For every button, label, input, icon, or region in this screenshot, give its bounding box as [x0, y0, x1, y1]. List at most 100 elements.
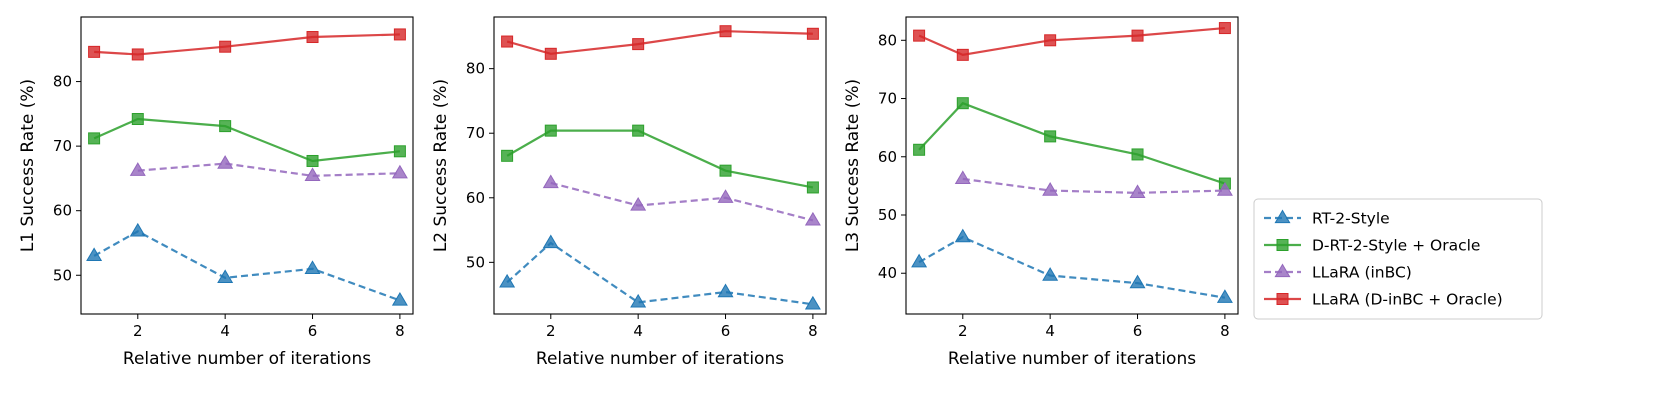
series-d-rt-2-style-oracle [88, 113, 406, 167]
legend-label: RT-2-Style [1312, 210, 1390, 228]
legend-label: LLaRA (inBC) [1312, 264, 1412, 282]
series-line-rt-2-style [918, 235, 1226, 299]
data-point-rt-2-style [954, 228, 971, 243]
data-point-llara-d-inbc-oracle [131, 48, 144, 61]
series-line-d-rt-2-style-oracle [93, 117, 401, 163]
data-point-d-rt-2-style-oracle [544, 124, 557, 137]
data-point-llara-inbc [217, 155, 234, 169]
x-tick-label: 4 [1045, 322, 1055, 340]
data-point-rt-2-style [1129, 274, 1146, 289]
y-axis-label: L3 Success Rate (%) [843, 79, 863, 252]
data-point-rt-2-style [542, 234, 559, 249]
x-axis-label: Relative number of iterations [948, 349, 1196, 369]
y-axis-label: L1 Success Rate (%) [18, 79, 38, 252]
y-tick-label: 60 [53, 202, 72, 220]
data-point-llara-inbc [1129, 184, 1146, 199]
x-axis-label: Relative number of iterations [123, 349, 371, 369]
data-point-llara-d-inbc-oracle [219, 40, 232, 53]
data-point-rt-2-style [630, 293, 647, 308]
series-llara-inbc [954, 170, 1233, 199]
y-tick-label: 80 [878, 31, 897, 49]
data-point-rt-2-style [129, 222, 146, 237]
data-point-llara-d-inbc-oracle [956, 48, 969, 61]
series-llara-d-inbc-oracle [88, 28, 406, 61]
data-point-rt-2-style [1216, 289, 1233, 303]
legend-entry-d-rt-2-style-oracle: D-RT-2-Style + Oracle [1264, 237, 1480, 255]
data-point-rt-2-style [911, 253, 928, 268]
data-point-d-rt-2-style-oracle [131, 113, 144, 126]
series-line-rt-2-style [93, 230, 401, 302]
series-line-rt-2-style [506, 241, 814, 306]
y-tick-label: 70 [878, 90, 897, 108]
data-point-d-rt-2-style-oracle [501, 149, 514, 162]
data-point-rt-2-style [86, 247, 103, 262]
series-line-d-rt-2-style-oracle [918, 101, 1226, 185]
y-tick-label: 50 [878, 206, 897, 224]
data-point-llara-d-inbc-oracle [393, 28, 406, 41]
series-llara-d-inbc-oracle [501, 25, 819, 60]
data-point-llara-inbc [391, 164, 408, 179]
data-point-d-rt-2-style-oracle [913, 143, 926, 156]
data-point-llara-inbc [954, 170, 971, 185]
plot-area-frame [493, 16, 827, 315]
y-tick-label: 60 [878, 148, 897, 166]
x-tick-label: 4 [633, 322, 643, 340]
x-tick-label: 8 [395, 322, 405, 340]
data-point-llara-d-inbc-oracle [806, 27, 819, 40]
data-point-rt-2-style [499, 273, 516, 288]
x-tick-label: 4 [220, 322, 230, 340]
data-point-llara-inbc [304, 167, 321, 181]
data-point-d-rt-2-style-oracle [632, 124, 645, 137]
x-tick-label: 6 [1133, 322, 1143, 340]
series-d-rt-2-style-oracle [501, 124, 819, 194]
data-point-llara-inbc [542, 174, 559, 189]
data-point-llara-inbc [804, 211, 821, 226]
series-llara-inbc [542, 174, 821, 226]
series-line-llara-inbc [137, 162, 400, 177]
data-point-rt-2-style [1042, 267, 1059, 281]
y-tick-label: 80 [466, 60, 485, 78]
series-llara-inbc [129, 155, 408, 181]
legend-marker [1276, 293, 1289, 305]
x-tick-label: 2 [133, 322, 143, 340]
legend-label: D-RT-2-Style + Oracle [1312, 237, 1480, 255]
x-tick-label: 8 [808, 322, 818, 340]
legend-entry-llara-inbc: LLaRA (inBC) [1264, 264, 1412, 282]
legend-entry-llara-d-inbc-oracle: LLaRA (D-inBC + Oracle) [1264, 291, 1503, 309]
y-tick-label: 70 [466, 124, 485, 142]
data-point-rt-2-style [804, 295, 821, 310]
legend-marker [1274, 263, 1291, 278]
data-point-rt-2-style [217, 269, 234, 283]
data-point-llara-d-inbc-oracle [1218, 22, 1231, 35]
y-tick-label: 50 [53, 266, 72, 284]
data-point-d-rt-2-style-oracle [219, 120, 232, 133]
y-axis-label: L2 Success Rate (%) [431, 79, 451, 252]
series-rt-2-style [499, 234, 821, 310]
y-tick-label: 40 [878, 264, 897, 282]
series-line-llara-inbc [962, 177, 1225, 194]
data-point-rt-2-style [391, 291, 408, 306]
data-point-llara-d-inbc-oracle [306, 31, 319, 44]
series-rt-2-style [911, 228, 1233, 303]
chart-panel-3: 2 4 6 8 40 50 60 70 80 Relative number of iterati… [843, 16, 1239, 369]
data-point-llara-d-inbc-oracle [544, 47, 557, 60]
data-point-llara-inbc [717, 189, 734, 203]
legend: RT-2-Style D-RT-2-Style + Oracle LLaRA (in… [1253, 198, 1543, 320]
data-point-llara-d-inbc-oracle [1044, 34, 1057, 47]
series-llara-d-inbc-oracle [913, 22, 1231, 61]
chart-panel-2: 2 4 6 8 50 60 70 80 Relative number of iteration… [431, 16, 827, 369]
legend-label: LLaRA (D-inBC + Oracle) [1312, 291, 1503, 309]
legend-marker [1274, 209, 1291, 224]
legend-marker [1276, 239, 1289, 251]
series-line-llara-inbc [550, 181, 814, 222]
data-point-d-rt-2-style-oracle [1044, 130, 1057, 143]
data-point-llara-inbc [1042, 182, 1059, 196]
data-point-rt-2-style [304, 260, 321, 274]
legend-entry-rt-2-style: RT-2-Style [1264, 210, 1390, 228]
data-point-llara-d-inbc-oracle [88, 45, 101, 58]
x-tick-label: 6 [721, 322, 731, 340]
data-point-llara-inbc [129, 162, 146, 176]
y-tick-label: 60 [466, 189, 485, 207]
y-tick-label: 50 [466, 253, 485, 271]
